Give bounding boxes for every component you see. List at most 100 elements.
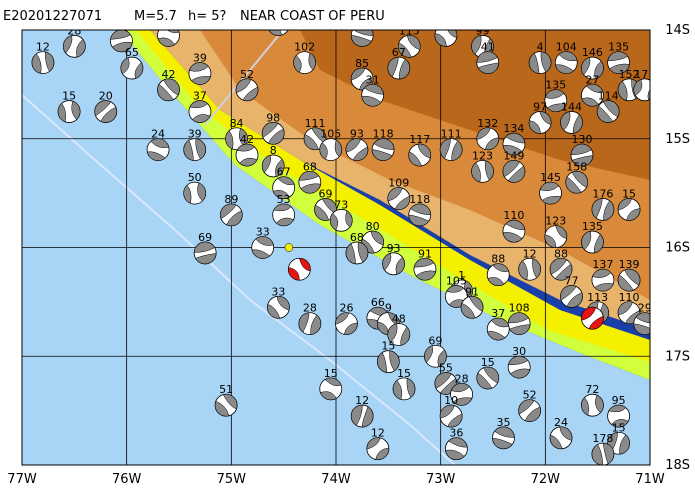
beachball-icon: [408, 143, 432, 167]
latitude-label: 14S: [665, 23, 690, 38]
beachball-icon: [581, 306, 604, 330]
mechanism-label: 12: [36, 41, 50, 54]
beachball-icon: [617, 198, 641, 221]
beachball-icon: [633, 78, 650, 102]
mechanism-label: 109: [388, 177, 409, 190]
mechanism-label: 39: [193, 52, 207, 65]
beachball-icon: [408, 203, 432, 227]
beachball-icon: [413, 257, 437, 281]
mechanism-label: 80: [366, 220, 380, 233]
mechanism-label: 98: [266, 111, 280, 124]
mechanism-label: 93: [387, 242, 401, 255]
beachball-icon: [376, 350, 400, 374]
beachball-icon: [387, 187, 411, 210]
beachball-icon: [267, 295, 290, 319]
beachball-icon: [261, 121, 285, 145]
beachball-icon: [528, 111, 552, 134]
mechanism-label: 88: [554, 247, 568, 260]
beachball-icon: [486, 317, 510, 341]
beachball-icon: [502, 132, 526, 156]
mechanism-label: 149: [503, 149, 524, 162]
beachball-icon: [188, 62, 212, 85]
header-depth: h= 5?: [188, 9, 226, 24]
beachball-icon: [471, 159, 494, 183]
mechanism-label: 37: [193, 90, 207, 103]
mechanism-label: 134: [503, 122, 524, 135]
beachball-icon: [62, 34, 86, 58]
beachball-icon: [235, 78, 259, 102]
beachball-icon: [460, 295, 484, 319]
beachball-icon: [57, 100, 81, 123]
beachball-icon: [329, 208, 353, 232]
mechanism-label: 158: [566, 160, 587, 173]
beachball-icon: [502, 219, 526, 243]
beachball-icon: [544, 225, 568, 249]
mechanism-label: 102: [294, 41, 315, 54]
mechanism-label: 72: [585, 383, 599, 396]
mechanism-label: 15: [612, 421, 626, 434]
beachball-icon: [314, 198, 337, 221]
mechanism-label: 52: [523, 389, 537, 402]
beachball-icon: [350, 404, 374, 428]
beachball-icon: [507, 312, 531, 336]
profile-line: [204, 30, 284, 126]
beachball-icon: [293, 51, 317, 75]
beachball-icon: [434, 30, 458, 47]
mechanism-label: 42: [162, 68, 176, 81]
mechanism-label: 66: [371, 296, 385, 309]
beachball-icon: [397, 34, 421, 58]
beachball-icon: [450, 382, 474, 406]
mechanism-label: 145: [540, 171, 561, 184]
beachball-icon: [607, 431, 630, 455]
mechanism-label: 15: [381, 340, 395, 353]
beachball-icon: [120, 56, 144, 80]
mechanism-label: 33: [256, 226, 270, 239]
mechanism-label: 69: [428, 334, 442, 347]
mechanism-label: 91: [465, 285, 479, 298]
mechanism-label: 73: [334, 198, 348, 211]
mechanism-label: 111: [441, 128, 462, 141]
mechanism-label: 91: [418, 247, 432, 260]
beachball-icon: [518, 399, 542, 423]
mechanism-label: 51: [219, 383, 233, 396]
beachball-icon: [544, 89, 568, 113]
mechanism-label: 26: [339, 302, 353, 315]
beachball-icon: [591, 442, 615, 465]
beachball-icon: [554, 51, 578, 75]
mechanism-label: 12: [355, 394, 369, 407]
latitude-label: 18S: [665, 458, 690, 473]
mechanism-label: 28: [67, 24, 81, 37]
trench-line: [22, 94, 456, 465]
mechanism-label: 20: [99, 90, 113, 103]
beachball-icon: [439, 404, 463, 428]
header-region: NEAR COAST OF PERU: [240, 9, 385, 24]
beachball-icon: [486, 263, 510, 287]
mechanism-label: 31: [366, 73, 380, 86]
mechanism-label: 95: [612, 394, 626, 407]
beachball-icon: [366, 437, 390, 461]
mechanism-label: 53: [277, 193, 291, 206]
mechanism-label: 35: [496, 416, 510, 429]
beachball-icon: [607, 404, 630, 428]
mechanism-label: 36: [449, 427, 463, 440]
mechanism-label: 65: [125, 46, 139, 59]
mechanism-label: 50: [188, 171, 202, 184]
longitude-label: 72W: [531, 472, 561, 487]
beachball-icon: [591, 268, 615, 292]
beachball-icon: [539, 181, 562, 205]
beachball-icon: [146, 138, 170, 162]
mechanism-label: 171: [634, 68, 655, 81]
location-marker: [284, 243, 294, 252]
mechanism-label: 52: [240, 68, 254, 81]
mechanism-label: 15: [439, 13, 453, 26]
mechanism-label: 41: [481, 41, 495, 54]
mechanism-label: 15: [62, 90, 76, 103]
mechanism-label: 118: [409, 193, 430, 206]
beachball-icon: [560, 285, 583, 308]
beachball-icon: [350, 30, 374, 47]
beachball-icon: [350, 67, 374, 91]
beachball-icon: [31, 51, 55, 75]
mechanism-label: 12: [371, 427, 385, 440]
